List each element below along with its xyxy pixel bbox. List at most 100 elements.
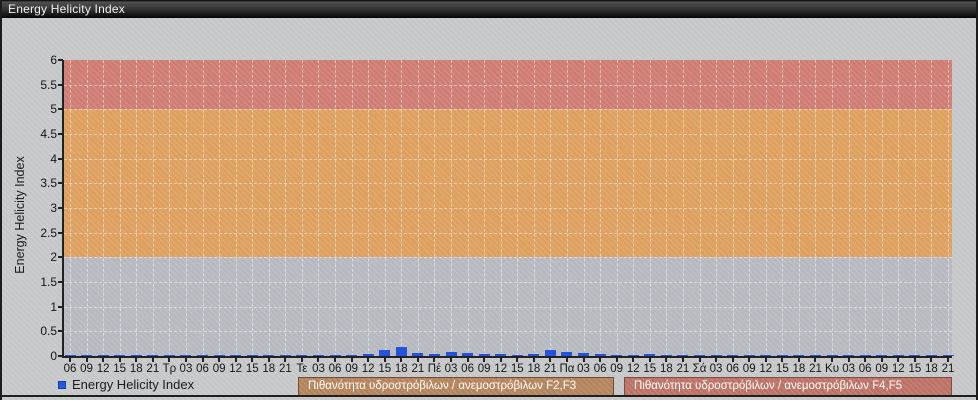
ehi-bar: [511, 354, 523, 356]
x-tick-mark: [300, 358, 303, 362]
ehi-bar: [578, 352, 590, 356]
x-tick-label: 06: [858, 363, 872, 375]
x-tick-mark: [781, 358, 784, 362]
x-tick-label: Σά: [692, 363, 707, 375]
ehi-bar: [859, 355, 871, 356]
vertical-gridline: [948, 60, 949, 356]
legend-series-label: Energy Helicity Index: [72, 377, 195, 392]
x-tick-mark: [814, 358, 817, 362]
x-tick-label: 12: [96, 363, 110, 375]
vertical-gridline: [865, 60, 867, 356]
x-tick-label: 21: [278, 363, 292, 375]
x-tick-mark: [698, 358, 701, 362]
ehi-bar: [909, 355, 921, 356]
x-tick-mark: [665, 358, 668, 362]
ehi-bar: [743, 355, 755, 356]
vertical-gridline: [898, 60, 900, 356]
horizontal-gridline: [64, 331, 952, 333]
x-tick-mark: [516, 358, 519, 362]
x-tick-mark: [864, 358, 867, 362]
vertical-gridline: [931, 60, 933, 356]
chart-plot-area: [62, 60, 954, 358]
x-tick-label: 15: [378, 363, 392, 375]
ehi-bar: [130, 355, 142, 356]
x-tick-mark: [317, 358, 320, 362]
x-tick-label: 18: [659, 363, 673, 375]
vertical-gridline: [335, 60, 337, 356]
x-tick-mark: [930, 358, 933, 362]
x-tick-label: 18: [129, 363, 143, 375]
x-tick-label: 09: [875, 363, 889, 375]
ehi-bar: [809, 355, 821, 356]
vertical-gridline: [285, 60, 287, 356]
horizontal-gridline: [64, 306, 952, 308]
vertical-gridline: [616, 60, 618, 356]
x-tick-mark: [847, 358, 850, 362]
x-tick-mark: [632, 358, 635, 362]
ehi-bar: [528, 353, 540, 356]
vertical-gridline: [566, 60, 568, 356]
x-tick-mark: [913, 358, 916, 362]
threshold-band: [64, 60, 952, 110]
ehi-bar: [544, 350, 556, 356]
vertical-gridline: [765, 60, 767, 356]
window-title: Energy Helicity Index: [8, 2, 125, 16]
vertical-gridline: [815, 60, 817, 356]
x-tick-mark: [831, 358, 834, 362]
x-tick-mark: [731, 358, 734, 362]
horizontal-gridline: [64, 109, 952, 111]
y-tick-mark: [58, 59, 63, 61]
vertical-gridline: [732, 60, 734, 356]
ehi-bar: [197, 355, 209, 356]
x-tick-label: 06: [593, 363, 607, 375]
ehi-bar: [561, 351, 573, 356]
x-tick-mark: [201, 358, 204, 362]
y-tick-label: 2: [50, 250, 57, 265]
vertical-gridline: [484, 60, 486, 356]
ehi-bar: [230, 355, 242, 356]
x-tick-mark: [284, 358, 287, 362]
vertical-gridline: [749, 60, 751, 356]
x-tick-label: 03: [312, 363, 325, 375]
vertical-gridline: [682, 60, 684, 356]
vertical-gridline: [185, 60, 187, 356]
x-tick-mark: [102, 358, 105, 362]
x-tick-label: 18: [262, 363, 276, 375]
y-tick-label: 3: [50, 201, 57, 215]
x-tick-mark: [880, 358, 883, 362]
x-tick-label: 06: [63, 363, 77, 375]
x-tick-label: 12: [494, 363, 508, 375]
x-tick-label: 18: [527, 363, 541, 375]
x-tick-label: 12: [626, 363, 640, 375]
x-tick-label: 18: [925, 363, 938, 375]
vertical-gridline: [351, 60, 353, 356]
x-tick-mark: [947, 358, 949, 362]
x-tick-mark: [748, 358, 751, 362]
vertical-gridline: [86, 60, 88, 356]
vertical-gridline: [550, 60, 552, 356]
vertical-gridline: [832, 60, 834, 356]
x-tick-label: 09: [742, 363, 756, 375]
ehi-bar: [329, 354, 341, 356]
y-tick-mark: [58, 330, 63, 333]
y-tick-mark: [58, 157, 63, 160]
x-tick-mark: [184, 358, 187, 362]
ehi-bar: [843, 355, 855, 356]
vertical-gridline: [517, 60, 519, 356]
horizontal-gridline: [64, 282, 952, 283]
x-tick-mark: [897, 358, 900, 362]
x-tick-label: 09: [610, 363, 624, 375]
vertical-gridline: [169, 60, 171, 356]
x-tick-label: 06: [328, 363, 342, 375]
ehi-bar: [660, 355, 672, 356]
ehi-bar: [163, 355, 175, 356]
ehi-bar: [81, 355, 93, 356]
x-tick-mark: [582, 358, 585, 362]
x-tick-mark: [433, 358, 436, 362]
ehi-bar: [312, 355, 324, 356]
ehi-bar: [97, 355, 109, 356]
ehi-bar: [213, 355, 225, 356]
x-tick-mark: [466, 358, 469, 362]
x-tick-mark: [681, 358, 684, 362]
